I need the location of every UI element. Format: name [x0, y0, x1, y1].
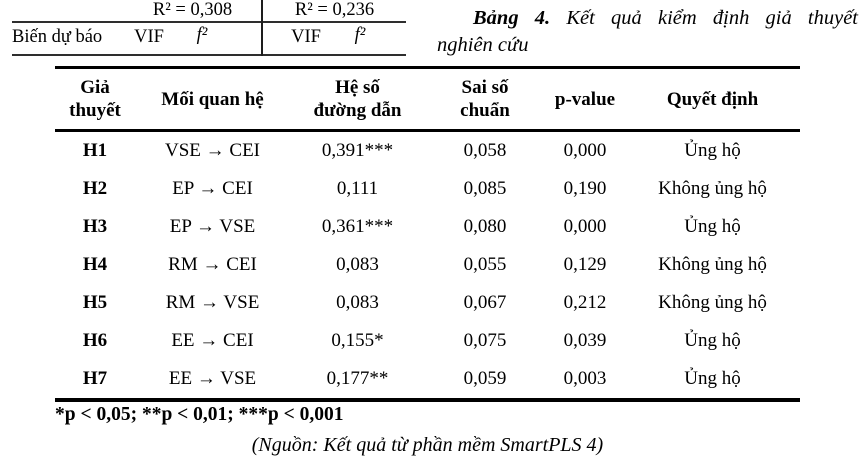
cell-p-value: 0,039: [563, 330, 607, 351]
cell-standard-error: 0,055: [463, 254, 507, 275]
predictor-column-header: Biến dự báo: [12, 27, 103, 47]
cell-path-coefficient: 0,361***: [321, 216, 394, 237]
table-row: H1 VSE → CEI 0,391*** 0,058 0,000 Ủng hộ: [55, 131, 800, 171]
cell-p-value: 0,212: [563, 292, 607, 313]
vif-right-header: VIF: [291, 27, 321, 47]
cell-path-coefficient: 0,155*: [331, 330, 384, 351]
cell-decision: Ủng hộ: [684, 330, 741, 351]
cell-hypothesis: H3: [82, 216, 108, 237]
caption-title: Kết quả kiểm định giả thuyết: [566, 7, 858, 29]
column-header-decision: Quyết định: [625, 67, 800, 132]
cell-hypothesis: H2: [82, 178, 108, 199]
cell-relationship: RM → CEI: [168, 254, 257, 275]
cell-standard-error: 0,080: [463, 216, 507, 237]
caption-label: Bảng 4.: [473, 7, 551, 29]
cell-relationship: EE → VSE: [168, 368, 257, 389]
cell-decision: Ủng hộ: [684, 140, 741, 161]
cell-p-value: 0,000: [563, 140, 607, 161]
cell-decision: Không ủng hộ: [658, 178, 767, 199]
f2-right-header: f²: [354, 25, 366, 45]
cell-hypothesis: H7: [82, 368, 108, 389]
cell-path-coefficient: 0,083: [336, 292, 379, 313]
cell-path-coefficient: 0,083: [336, 254, 379, 275]
cell-standard-error: 0,075: [463, 330, 507, 351]
cell-path-coefficient: 0,177**: [326, 368, 389, 389]
vif-left-header: VIF: [134, 27, 164, 47]
top-table-rule: [12, 54, 406, 56]
cell-p-value: 0,000: [563, 216, 607, 237]
column-header-hypothesis: Giả thuyết: [55, 67, 135, 132]
column-header-path-coefficient: Hệ số đường dẫn: [290, 67, 425, 132]
cell-standard-error: 0,058: [463, 140, 507, 161]
cell-decision: Ủng hộ: [684, 216, 741, 237]
cell-standard-error: 0,059: [463, 368, 507, 389]
table-row: H7 EE → VSE 0,177** 0,059 0,003 Ủng hộ: [55, 360, 800, 400]
f2-left-header: f²: [196, 25, 208, 45]
cell-relationship: EE → CEI: [171, 330, 254, 351]
caption-line-1: Bảng 4. Kết quả kiểm định giả thuyết: [437, 5, 858, 32]
table-row: H6 EE → CEI 0,155* 0,075 0,039 Ủng hộ: [55, 322, 800, 360]
table-row: H3 EP → VSE 0,361*** 0,080 0,000 Ủng hộ: [55, 208, 800, 246]
table-caption: Bảng 4. Kết quả kiểm định giả thuyết ngh…: [437, 5, 858, 59]
column-header-standard-error: Sai số chuẩn: [425, 67, 545, 132]
cell-relationship: EP → VSE: [169, 216, 256, 237]
cell-path-coefficient: 0,391***: [321, 140, 394, 161]
r2-right-value: R² = 0,236: [294, 0, 375, 20]
cell-hypothesis: H4: [82, 254, 108, 275]
table-row: H4 RM → CEI 0,083 0,055 0,129 Không ủng …: [55, 246, 800, 284]
table-row: H2 EP → CEI 0,111 0,085 0,190 Không ủng …: [55, 170, 800, 208]
r2-left-value: R² = 0,308: [152, 0, 233, 20]
cell-standard-error: 0,085: [463, 178, 507, 199]
column-header-p-value: p-value: [545, 67, 625, 132]
cell-hypothesis: H6: [82, 330, 108, 351]
cell-standard-error: 0,067: [463, 292, 507, 313]
column-header-relationship: Mối quan hệ: [135, 67, 290, 132]
cell-relationship: EP → CEI: [172, 178, 253, 199]
header-row: Giả thuyết Mối quan hệ Hệ số đường dẫn S…: [55, 67, 800, 132]
top-table-rule: [12, 21, 406, 23]
cell-path-coefficient: 0,111: [336, 178, 379, 199]
cell-relationship: RM → VSE: [165, 292, 260, 313]
significance-note: *p < 0,05; **p < 0,01; ***p < 0,001: [55, 404, 344, 425]
source-note: (Nguồn: Kết quả từ phần mềm SmartPLS 4): [251, 434, 604, 456]
cell-decision: Không ủng hộ: [658, 254, 767, 275]
cell-decision: Ủng hộ: [684, 368, 741, 389]
top-table-vertical-divider: [261, 0, 263, 56]
cell-p-value: 0,129: [563, 254, 607, 275]
cell-decision: Không ủng hộ: [658, 292, 767, 313]
hypothesis-results-table: Giả thuyết Mối quan hệ Hệ số đường dẫn S…: [55, 66, 800, 402]
table-row: H5 RM → VSE 0,083 0,067 0,212 Không ủng …: [55, 284, 800, 322]
cell-p-value: 0,190: [563, 178, 607, 199]
caption-line-2: nghiên cứu: [437, 34, 529, 56]
cell-hypothesis: H5: [82, 292, 108, 313]
cell-p-value: 0,003: [563, 368, 607, 389]
cell-relationship: VSE → CEI: [165, 140, 260, 161]
cell-hypothesis: H1: [82, 140, 108, 161]
